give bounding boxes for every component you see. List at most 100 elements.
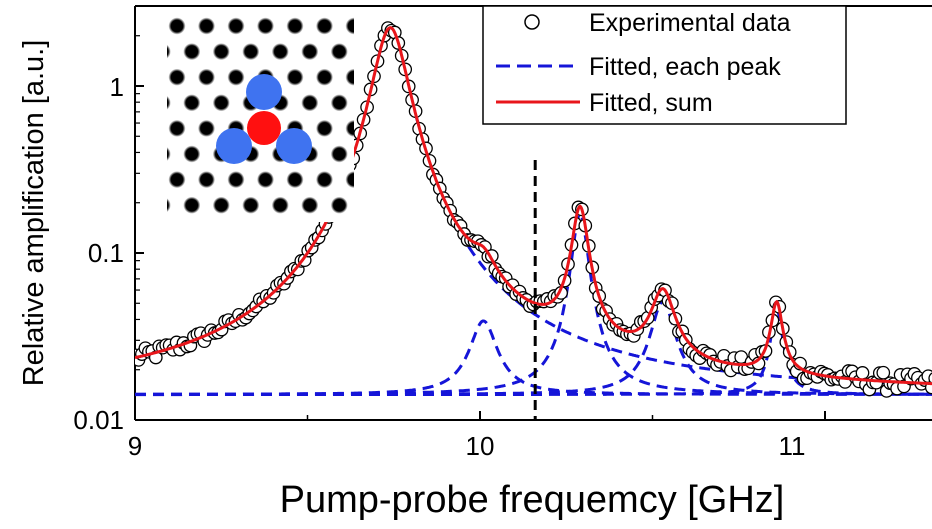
- legend-label-each-peak: Fitted, each peak: [589, 53, 781, 81]
- lattice-dot: [345, 119, 354, 137]
- x-ticks: [134, 411, 826, 420]
- lattice-dot: [154, 248, 171, 265]
- lattice-dot: [390, 248, 407, 265]
- x-tick-label-11: 11: [779, 431, 806, 461]
- lattice-dot: [212, 196, 230, 214]
- lattice-dot: [168, 17, 186, 35]
- x-tick-label-10: 10: [466, 431, 495, 461]
- y-tick-label-1: 1: [110, 72, 124, 102]
- lattice-dot: [316, 17, 333, 35]
- lattice-dot: [301, 43, 319, 61]
- fitted-each-peak-series: [135, 26, 932, 397]
- lattice-dot: [287, 222, 304, 239]
- lattice-dot: [227, 68, 245, 86]
- lattice-dot: [139, 18, 156, 35]
- lattice-dot: [198, 68, 215, 86]
- lattice-dot: [154, 0, 171, 9]
- fitted-peak-line-5: [135, 306, 932, 397]
- lattice-dot: [345, 17, 354, 35]
- lattice-dot: [242, 0, 259, 9]
- lattice-dot: [213, 248, 230, 265]
- lattice-dot: [139, 69, 156, 86]
- lattice-dot: [330, 145, 348, 163]
- lattice-center-site: [247, 111, 281, 145]
- lattice-dot: [139, 171, 156, 188]
- lattice-dot: [167, 95, 171, 110]
- lattice-dot: [345, 171, 354, 189]
- lattice-dot: [271, 196, 289, 214]
- lattice-dot: [330, 196, 348, 214]
- lattice-dot: [375, 171, 392, 188]
- lattice-dot: [242, 248, 259, 265]
- lattice-dot: [139, 222, 156, 239]
- lattice-dot: [168, 171, 186, 189]
- lattice-dot: [167, 198, 171, 213]
- lattice-dot: [301, 94, 319, 112]
- lattice-dot: [228, 222, 245, 239]
- lattice-dot: [375, 120, 392, 137]
- fitted-peak-line-3: [135, 211, 932, 396]
- lattice-neighbor-site-top: [246, 74, 282, 110]
- lattice-dot: [272, 0, 289, 9]
- lattice-dot: [183, 0, 200, 9]
- fitted-peak-line-2: [135, 319, 932, 396]
- lattice-dot: [301, 196, 319, 214]
- lattice-dot: [390, 94, 407, 111]
- y-tick-label-0-1: 0.1: [88, 238, 124, 268]
- lattice-dot: [213, 0, 230, 9]
- data-point: [855, 366, 870, 380]
- lattice-dot: [257, 222, 274, 239]
- lattice-dot: [316, 119, 333, 137]
- lattice-dot: [330, 43, 348, 61]
- lattice-dot: [286, 17, 304, 35]
- legend: Experimental data Fitted, each peak Fitt…: [482, 5, 847, 125]
- lattice-dot: [257, 17, 274, 35]
- lattice-dot: [169, 222, 186, 239]
- lattice-dot: [301, 0, 318, 9]
- lattice-dot: [331, 0, 348, 9]
- lattice-dot: [198, 171, 215, 189]
- lattice-dot: [212, 94, 230, 112]
- lattice-neighbor-site-left: [216, 128, 252, 164]
- lattice-dot: [168, 68, 186, 86]
- lattice-dot: [167, 44, 171, 59]
- legend-label-experimental: Experimental data: [589, 9, 791, 37]
- lattice-dot: [183, 248, 200, 265]
- lattice-dot: [316, 171, 333, 189]
- lattice-dot: [139, 120, 156, 137]
- y-ticks: [135, 5, 144, 421]
- lattice-dot: [242, 196, 260, 214]
- lattice-dot: [390, 0, 407, 9]
- lattice-dot: [212, 43, 230, 61]
- lattice-dot: [183, 43, 201, 61]
- lattice-dot: [390, 197, 407, 214]
- lattice-dot: [167, 146, 171, 162]
- lattice-dot: [286, 68, 304, 86]
- fitted-peak-line-4: [135, 300, 932, 396]
- lattice-dot: [271, 43, 289, 61]
- lattice-dot: [345, 68, 354, 86]
- y-axis-title: Relative amplification [a.u.]: [18, 40, 50, 387]
- lattice-dot: [286, 171, 304, 189]
- lattice-dot: [198, 222, 215, 239]
- legend-label-sum: Fitted, sum: [589, 89, 713, 117]
- lattice-dot: [183, 94, 201, 112]
- legend-marker-experimental: [524, 14, 540, 30]
- lattice-dot: [227, 171, 245, 189]
- x-tick-label-9: 9: [128, 431, 142, 461]
- lattice-dot: [360, 248, 377, 265]
- lattice-neighbor-site-right: [276, 128, 312, 164]
- fitted-sum-line: [135, 26, 932, 386]
- lattice-dot: [242, 43, 260, 61]
- lattice-dot: [360, 0, 377, 9]
- lattice-inset: [139, 0, 407, 265]
- lattice-dot: [331, 248, 348, 265]
- lattice-dot: [360, 197, 377, 214]
- lattice-dot: [330, 94, 348, 112]
- lattice-dot: [183, 145, 201, 163]
- lattice-dot: [390, 146, 407, 163]
- lattice-dot: [257, 171, 274, 189]
- lattice-dot: [272, 248, 289, 265]
- lattice-dot: [183, 196, 201, 214]
